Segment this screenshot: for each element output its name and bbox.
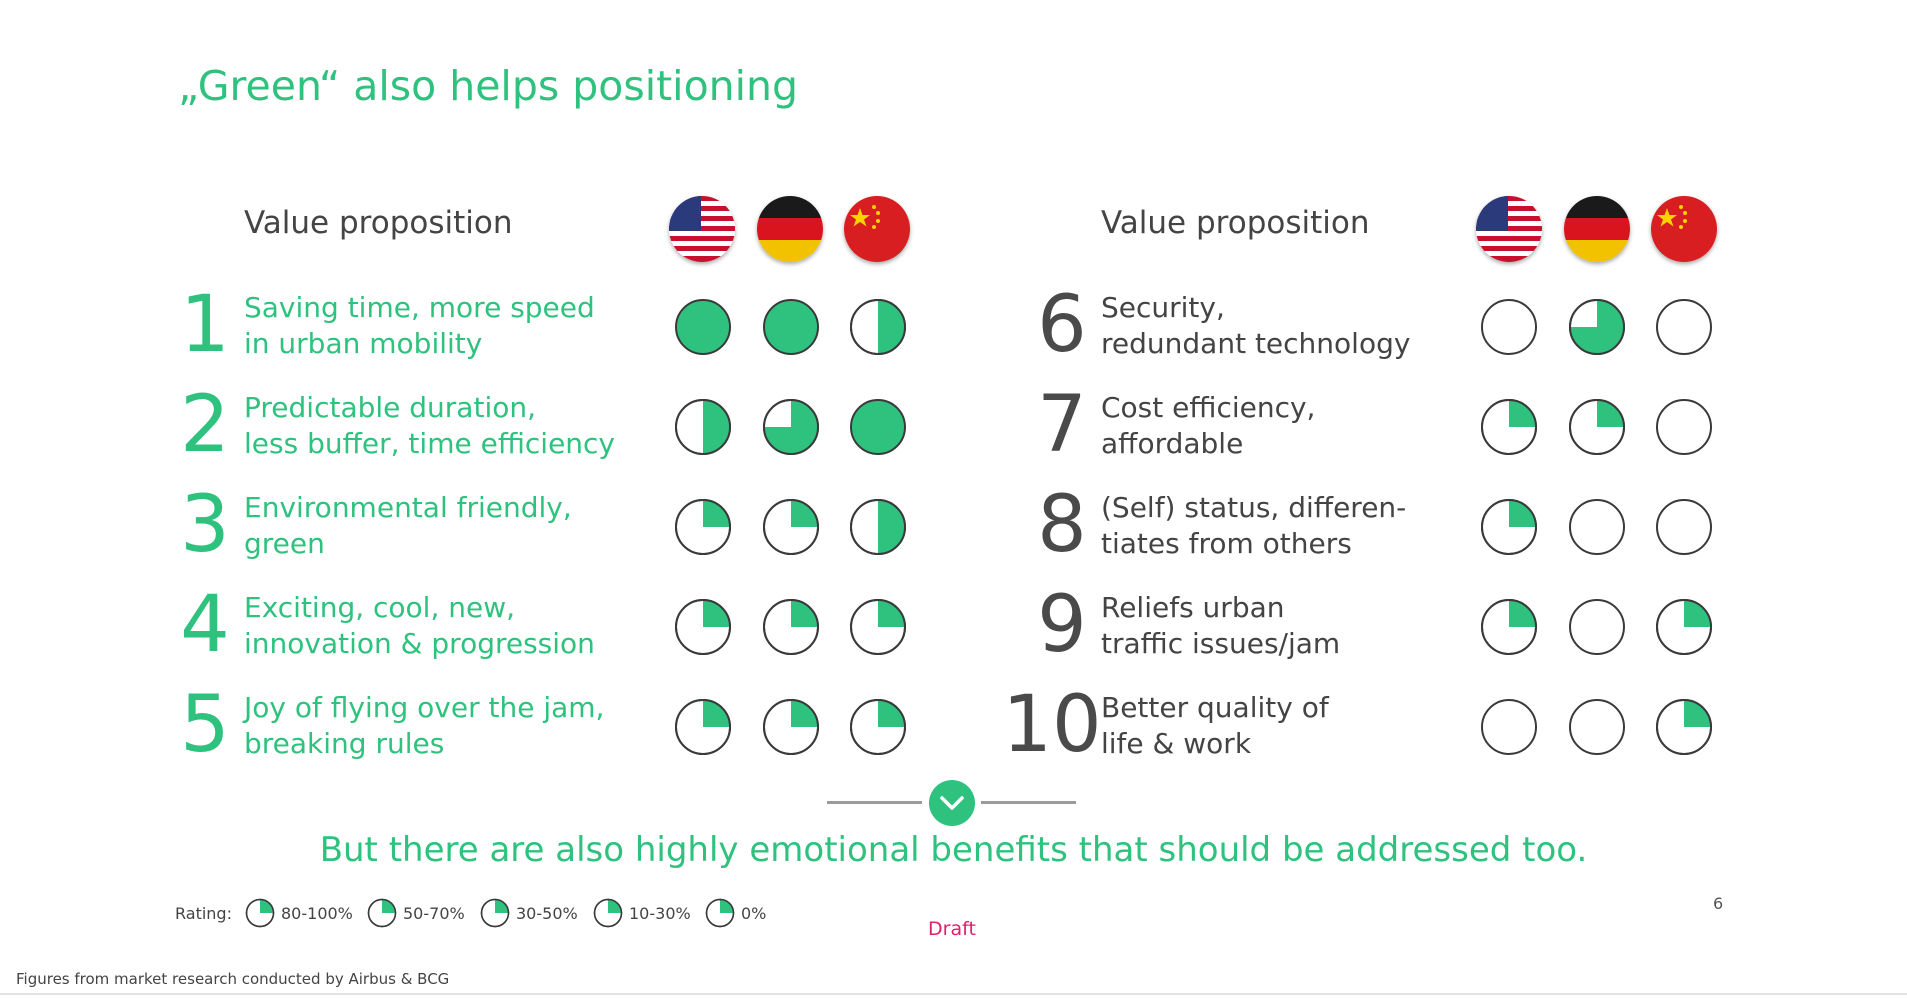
- rating-harvey-ball: [1655, 398, 1713, 456]
- rating-harvey-ball: [1480, 298, 1538, 356]
- us-flag-icon: [669, 196, 735, 262]
- rating-harvey-ball: [762, 698, 820, 756]
- rating-harvey-ball: [1655, 598, 1713, 656]
- rating-harvey-ball: [849, 398, 907, 456]
- item-label: Cost efficiency, affordable: [1101, 391, 1316, 460]
- rating-harvey-ball: [849, 498, 907, 556]
- rating-harvey-ball: [674, 398, 732, 456]
- rating-harvey-ball: [1480, 698, 1538, 756]
- item-label: Environmental friendly, green: [244, 491, 572, 560]
- item-number: 3: [180, 480, 230, 570]
- legend-harvey-icon: [705, 898, 735, 928]
- rating-harvey-ball: [762, 298, 820, 356]
- rating-harvey-ball: [674, 598, 732, 656]
- item-number: 9: [1037, 580, 1087, 670]
- legend-entry-label: 50-70%: [403, 904, 465, 923]
- item-label: Security, redundant technology: [1101, 291, 1411, 360]
- legend-entry-label: 0%: [741, 904, 767, 923]
- conclusion-text: But there are also highly emotional bene…: [319, 830, 1588, 870]
- legend-entry-label: 10-30%: [629, 904, 691, 923]
- chevron-down-icon: [929, 780, 975, 826]
- value-proposition-header-right: Value proposition: [1101, 205, 1370, 241]
- de-flag-icon: [757, 196, 823, 262]
- item-label: Saving time, more speed in urban mobilit…: [244, 291, 595, 360]
- rating-harvey-ball: [1568, 698, 1626, 756]
- item-number: 6: [1037, 280, 1087, 370]
- item-label: Exciting, cool, new, innovation & progre…: [244, 591, 595, 660]
- rating-harvey-ball: [762, 398, 820, 456]
- legend-entry-label: 80-100%: [281, 904, 353, 923]
- rating-harvey-ball: [1568, 298, 1626, 356]
- rating-harvey-ball: [762, 598, 820, 656]
- item-number: 4: [180, 580, 230, 670]
- rating-harvey-ball: [1480, 498, 1538, 556]
- us-flag-icon: [1476, 196, 1542, 262]
- source-note: Figures from market research conducted b…: [16, 970, 450, 988]
- item-label: Better quality of life & work: [1101, 691, 1329, 760]
- rating-harvey-ball: [762, 498, 820, 556]
- item-number: 10: [1002, 680, 1102, 770]
- page-title: „Green“ also helps positioning: [178, 62, 799, 110]
- page-number: 6: [1713, 894, 1724, 913]
- rating-harvey-ball: [849, 598, 907, 656]
- legend-entry-label: 30-50%: [516, 904, 578, 923]
- item-number: 2: [180, 380, 230, 470]
- rating-harvey-ball: [674, 298, 732, 356]
- item-label: Predictable duration, less buffer, time …: [244, 391, 615, 460]
- item-number: 1: [180, 280, 230, 370]
- cn-flag-icon: [1651, 196, 1717, 262]
- rating-harvey-ball: [674, 498, 732, 556]
- item-number: 5: [180, 680, 230, 770]
- rating-harvey-ball: [849, 298, 907, 356]
- item-label: Reliefs urban traffic issues/jam: [1101, 591, 1341, 660]
- rating-harvey-ball: [1568, 598, 1626, 656]
- rating-harvey-ball: [1655, 698, 1713, 756]
- legend-harvey-icon: [593, 898, 623, 928]
- rating-harvey-ball: [674, 698, 732, 756]
- item-label: Joy of flying over the jam, breaking rul…: [244, 691, 605, 760]
- item-number: 8: [1037, 480, 1087, 570]
- rating-harvey-ball: [1480, 398, 1538, 456]
- draft-label: Draft: [928, 918, 976, 940]
- rating-harvey-ball: [1568, 398, 1626, 456]
- legend-harvey-icon: [245, 898, 275, 928]
- legend-harvey-icon: [367, 898, 397, 928]
- divider-right: [981, 801, 1076, 804]
- divider-left: [827, 801, 922, 804]
- de-flag-icon: [1564, 196, 1630, 262]
- rating-harvey-ball: [1655, 498, 1713, 556]
- item-label: (Self) status, differen- tiates from oth…: [1101, 491, 1407, 560]
- legend-label: Rating:: [175, 904, 232, 923]
- rating-harvey-ball: [849, 698, 907, 756]
- item-number: 7: [1037, 380, 1087, 470]
- legend-harvey-icon: [480, 898, 510, 928]
- rating-harvey-ball: [1568, 498, 1626, 556]
- rating-harvey-ball: [1480, 598, 1538, 656]
- value-proposition-header-left: Value proposition: [244, 205, 513, 241]
- rating-harvey-ball: [1655, 298, 1713, 356]
- bottom-divider: [0, 993, 1907, 995]
- cn-flag-icon: [844, 196, 910, 262]
